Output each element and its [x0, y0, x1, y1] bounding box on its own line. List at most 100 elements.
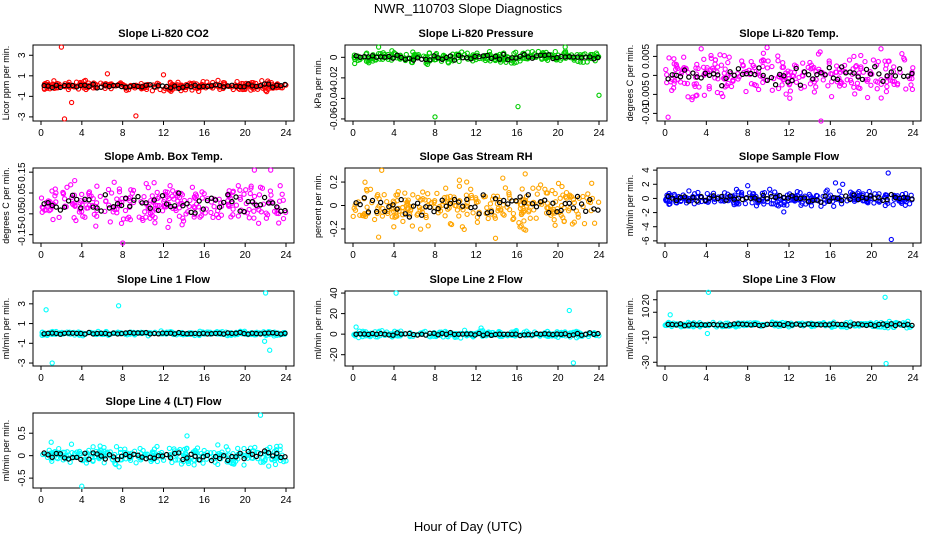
- data-point: [828, 93, 835, 100]
- data-point: [423, 214, 429, 221]
- reference-point: [501, 51, 507, 58]
- reference-point: [233, 194, 239, 200]
- data-point: [274, 210, 280, 216]
- reference-point: [361, 195, 367, 201]
- y-tick-label: -4: [641, 222, 652, 231]
- reference-point: [760, 72, 766, 79]
- data-point: [419, 209, 425, 215]
- reference-point: [78, 205, 84, 211]
- x-tick-label: 8: [745, 250, 751, 261]
- x-tick-label: 0: [662, 373, 668, 384]
- data-point: [191, 194, 198, 200]
- data-point: [833, 63, 840, 69]
- outlier-point: [68, 99, 75, 106]
- reference-point: [476, 330, 482, 337]
- data-point: [447, 193, 453, 200]
- data-point: [461, 226, 467, 233]
- reference-point: [488, 208, 495, 215]
- data-point: [552, 190, 558, 197]
- data-point: [851, 53, 857, 60]
- reference-point: [49, 84, 55, 91]
- reference-point: [587, 196, 593, 203]
- data-point: [463, 203, 469, 209]
- reference-point: [184, 200, 190, 207]
- reference-point: [517, 53, 523, 60]
- data-point: [685, 94, 691, 100]
- outlier-point: [432, 114, 438, 120]
- data-point: [179, 222, 185, 228]
- y-tick-label: -0.15: [17, 223, 28, 246]
- reference-point: [204, 452, 211, 459]
- data-point: [235, 213, 242, 219]
- data-point: [267, 188, 274, 194]
- reference-point: [431, 53, 437, 59]
- reference-point: [781, 322, 787, 329]
- data-point: [126, 195, 132, 202]
- x-tick-label: 4: [391, 373, 397, 384]
- reference-point: [578, 201, 585, 207]
- data-point: [733, 186, 740, 193]
- data-point: [464, 179, 470, 185]
- data-point: [694, 92, 700, 98]
- data-point: [133, 460, 139, 466]
- data-point: [71, 200, 77, 206]
- data-point: [51, 78, 57, 84]
- panel-9: Slope Line 3 Flow ml/min per min. 0 4 8 12 16 2…: [625, 274, 922, 384]
- reference-point: [583, 208, 589, 214]
- outlier-point: [885, 170, 891, 176]
- reference-point: [673, 197, 680, 204]
- y-axis-label: ml/min per min.: [1, 420, 11, 482]
- reference-point: [171, 83, 178, 89]
- reference-point: [677, 321, 684, 327]
- y-tick-label: -2: [641, 208, 652, 217]
- reference-point: [818, 199, 824, 205]
- data-point: [827, 192, 834, 198]
- x-tick-label: 24: [280, 250, 292, 261]
- reference-point: [468, 56, 474, 62]
- data-point: [862, 58, 868, 65]
- x-tick-label: 12: [470, 128, 482, 139]
- data-point: [81, 457, 87, 463]
- x-tick-label: 8: [120, 128, 126, 139]
- reference-point: [810, 76, 816, 82]
- reference-point: [529, 200, 536, 207]
- data-point: [793, 79, 800, 85]
- x-tick-label: 16: [199, 495, 211, 506]
- x-tick-label: 12: [158, 495, 170, 506]
- reference-point: [151, 455, 157, 461]
- data-point: [551, 217, 557, 223]
- outlier-point: [133, 113, 139, 119]
- data-point: [235, 445, 241, 452]
- data-point: [571, 199, 577, 206]
- data-point: [277, 457, 284, 464]
- reference-point: [681, 67, 688, 73]
- data-point: [384, 208, 391, 214]
- data-point: [878, 95, 884, 101]
- y-tick-label: -0.06: [329, 107, 340, 130]
- reference-point: [851, 192, 857, 198]
- reference-point: [876, 194, 882, 201]
- data-point: [130, 187, 137, 194]
- data-point: [589, 180, 595, 186]
- data-point: [708, 55, 714, 61]
- reference-point: [410, 57, 417, 63]
- reference-point: [382, 208, 388, 215]
- panel-4: Slope Amb. Box Temp. degrees C per min. 0 4…: [1, 151, 295, 261]
- data-point: [884, 83, 890, 90]
- data-point: [706, 198, 712, 204]
- data-point: [377, 51, 384, 57]
- data-point: [487, 201, 494, 207]
- data-point: [203, 206, 209, 212]
- reference-point: [558, 207, 564, 214]
- data-point: [677, 79, 684, 85]
- data-point: [484, 205, 490, 211]
- reference-point: [764, 195, 771, 202]
- data-point: [444, 194, 450, 200]
- data-point: [689, 96, 695, 103]
- reference-point: [847, 196, 853, 203]
- outlier-point: [375, 44, 382, 50]
- reference-point: [756, 65, 762, 71]
- outlier-point: [515, 103, 521, 110]
- reference-point: [847, 323, 853, 329]
- data-point: [428, 200, 435, 206]
